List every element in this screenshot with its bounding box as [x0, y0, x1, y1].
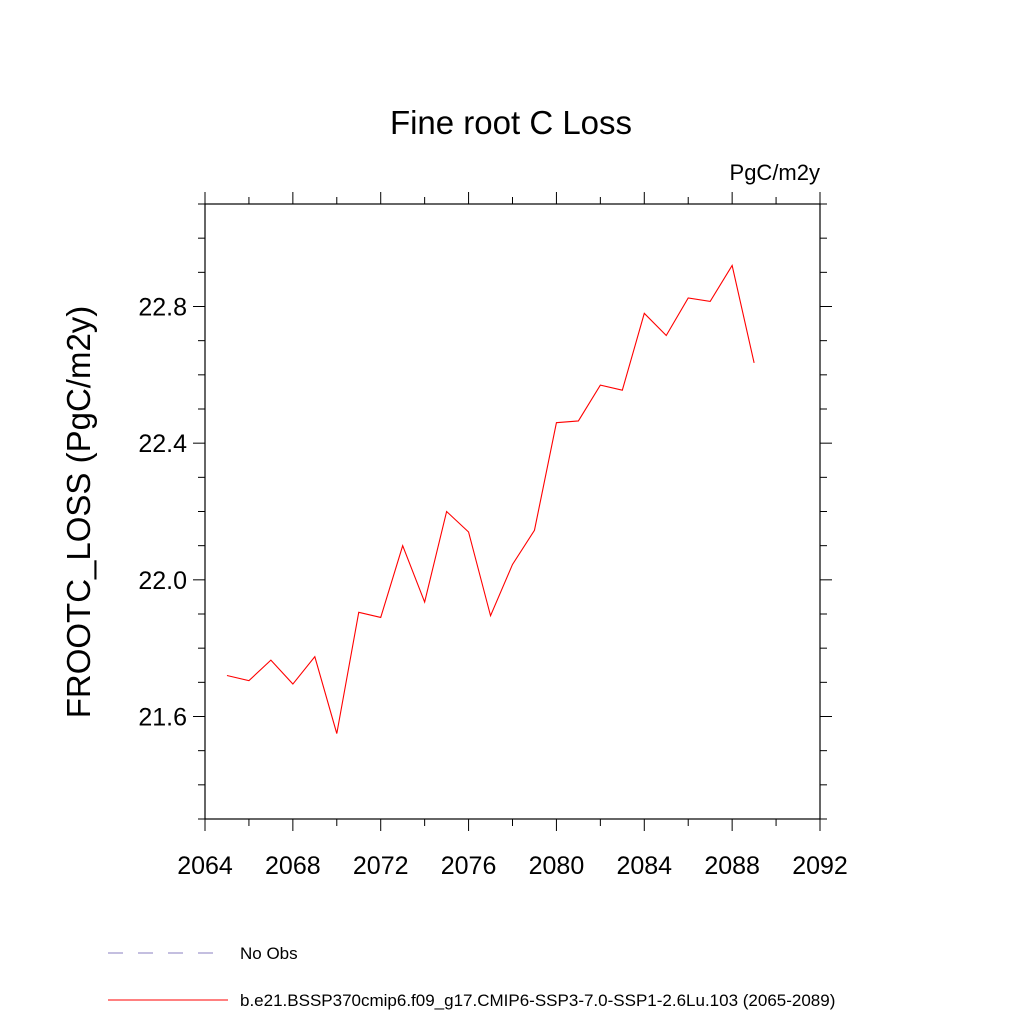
units-label: PgC/m2y: [730, 160, 820, 185]
y-tick-label: 22.0: [138, 567, 187, 595]
series-layer: [226, 264, 755, 734]
x-tick-labels: 2064 2068 2072 2076 2080 2084 2088 2092: [177, 852, 848, 880]
x-tick-label: 2092: [792, 852, 848, 880]
legend-label-no-obs: No Obs: [240, 944, 298, 963]
series-line: [226, 264, 755, 734]
axis-ticks: [193, 192, 832, 831]
x-tick-label: 2068: [265, 852, 321, 880]
y-tick-label: 22.8: [138, 294, 187, 322]
y-tick-labels: 21.6 22.0 22.4 22.8: [138, 294, 187, 732]
x-tick-label: 2080: [529, 852, 585, 880]
plot-frame: [204, 203, 821, 820]
x-tick-label: 2076: [441, 852, 497, 880]
x-tick-label: 2064: [177, 852, 233, 880]
y-tick-label: 22.4: [138, 430, 187, 458]
y-tick-label: 21.6: [138, 704, 187, 732]
legend: No Obs b.e21.BSSP370cmip6.f09_g17.CMIP6-…: [108, 944, 835, 1010]
legend-label-model-run: b.e21.BSSP370cmip6.f09_g17.CMIP6-SSP3-7.…: [240, 991, 835, 1010]
x-tick-label: 2084: [616, 852, 672, 880]
y-axis-label: FROOTC_LOSS (PgC/m2y): [60, 306, 97, 719]
x-tick-label: 2088: [704, 852, 760, 880]
x-tick-label: 2072: [353, 852, 409, 880]
chart-title: Fine root C Loss: [390, 104, 632, 141]
